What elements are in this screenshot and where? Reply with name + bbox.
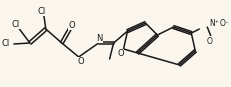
Text: Cl: Cl [12,20,20,29]
Text: O: O [206,37,212,46]
Text: N⁺: N⁺ [209,19,219,28]
Text: O: O [117,50,124,58]
Text: O: O [68,21,75,30]
Text: O⁻: O⁻ [219,19,229,28]
Text: N: N [97,33,103,43]
Text: Cl: Cl [38,7,46,16]
Text: O: O [77,57,84,66]
Text: Cl: Cl [2,39,10,48]
